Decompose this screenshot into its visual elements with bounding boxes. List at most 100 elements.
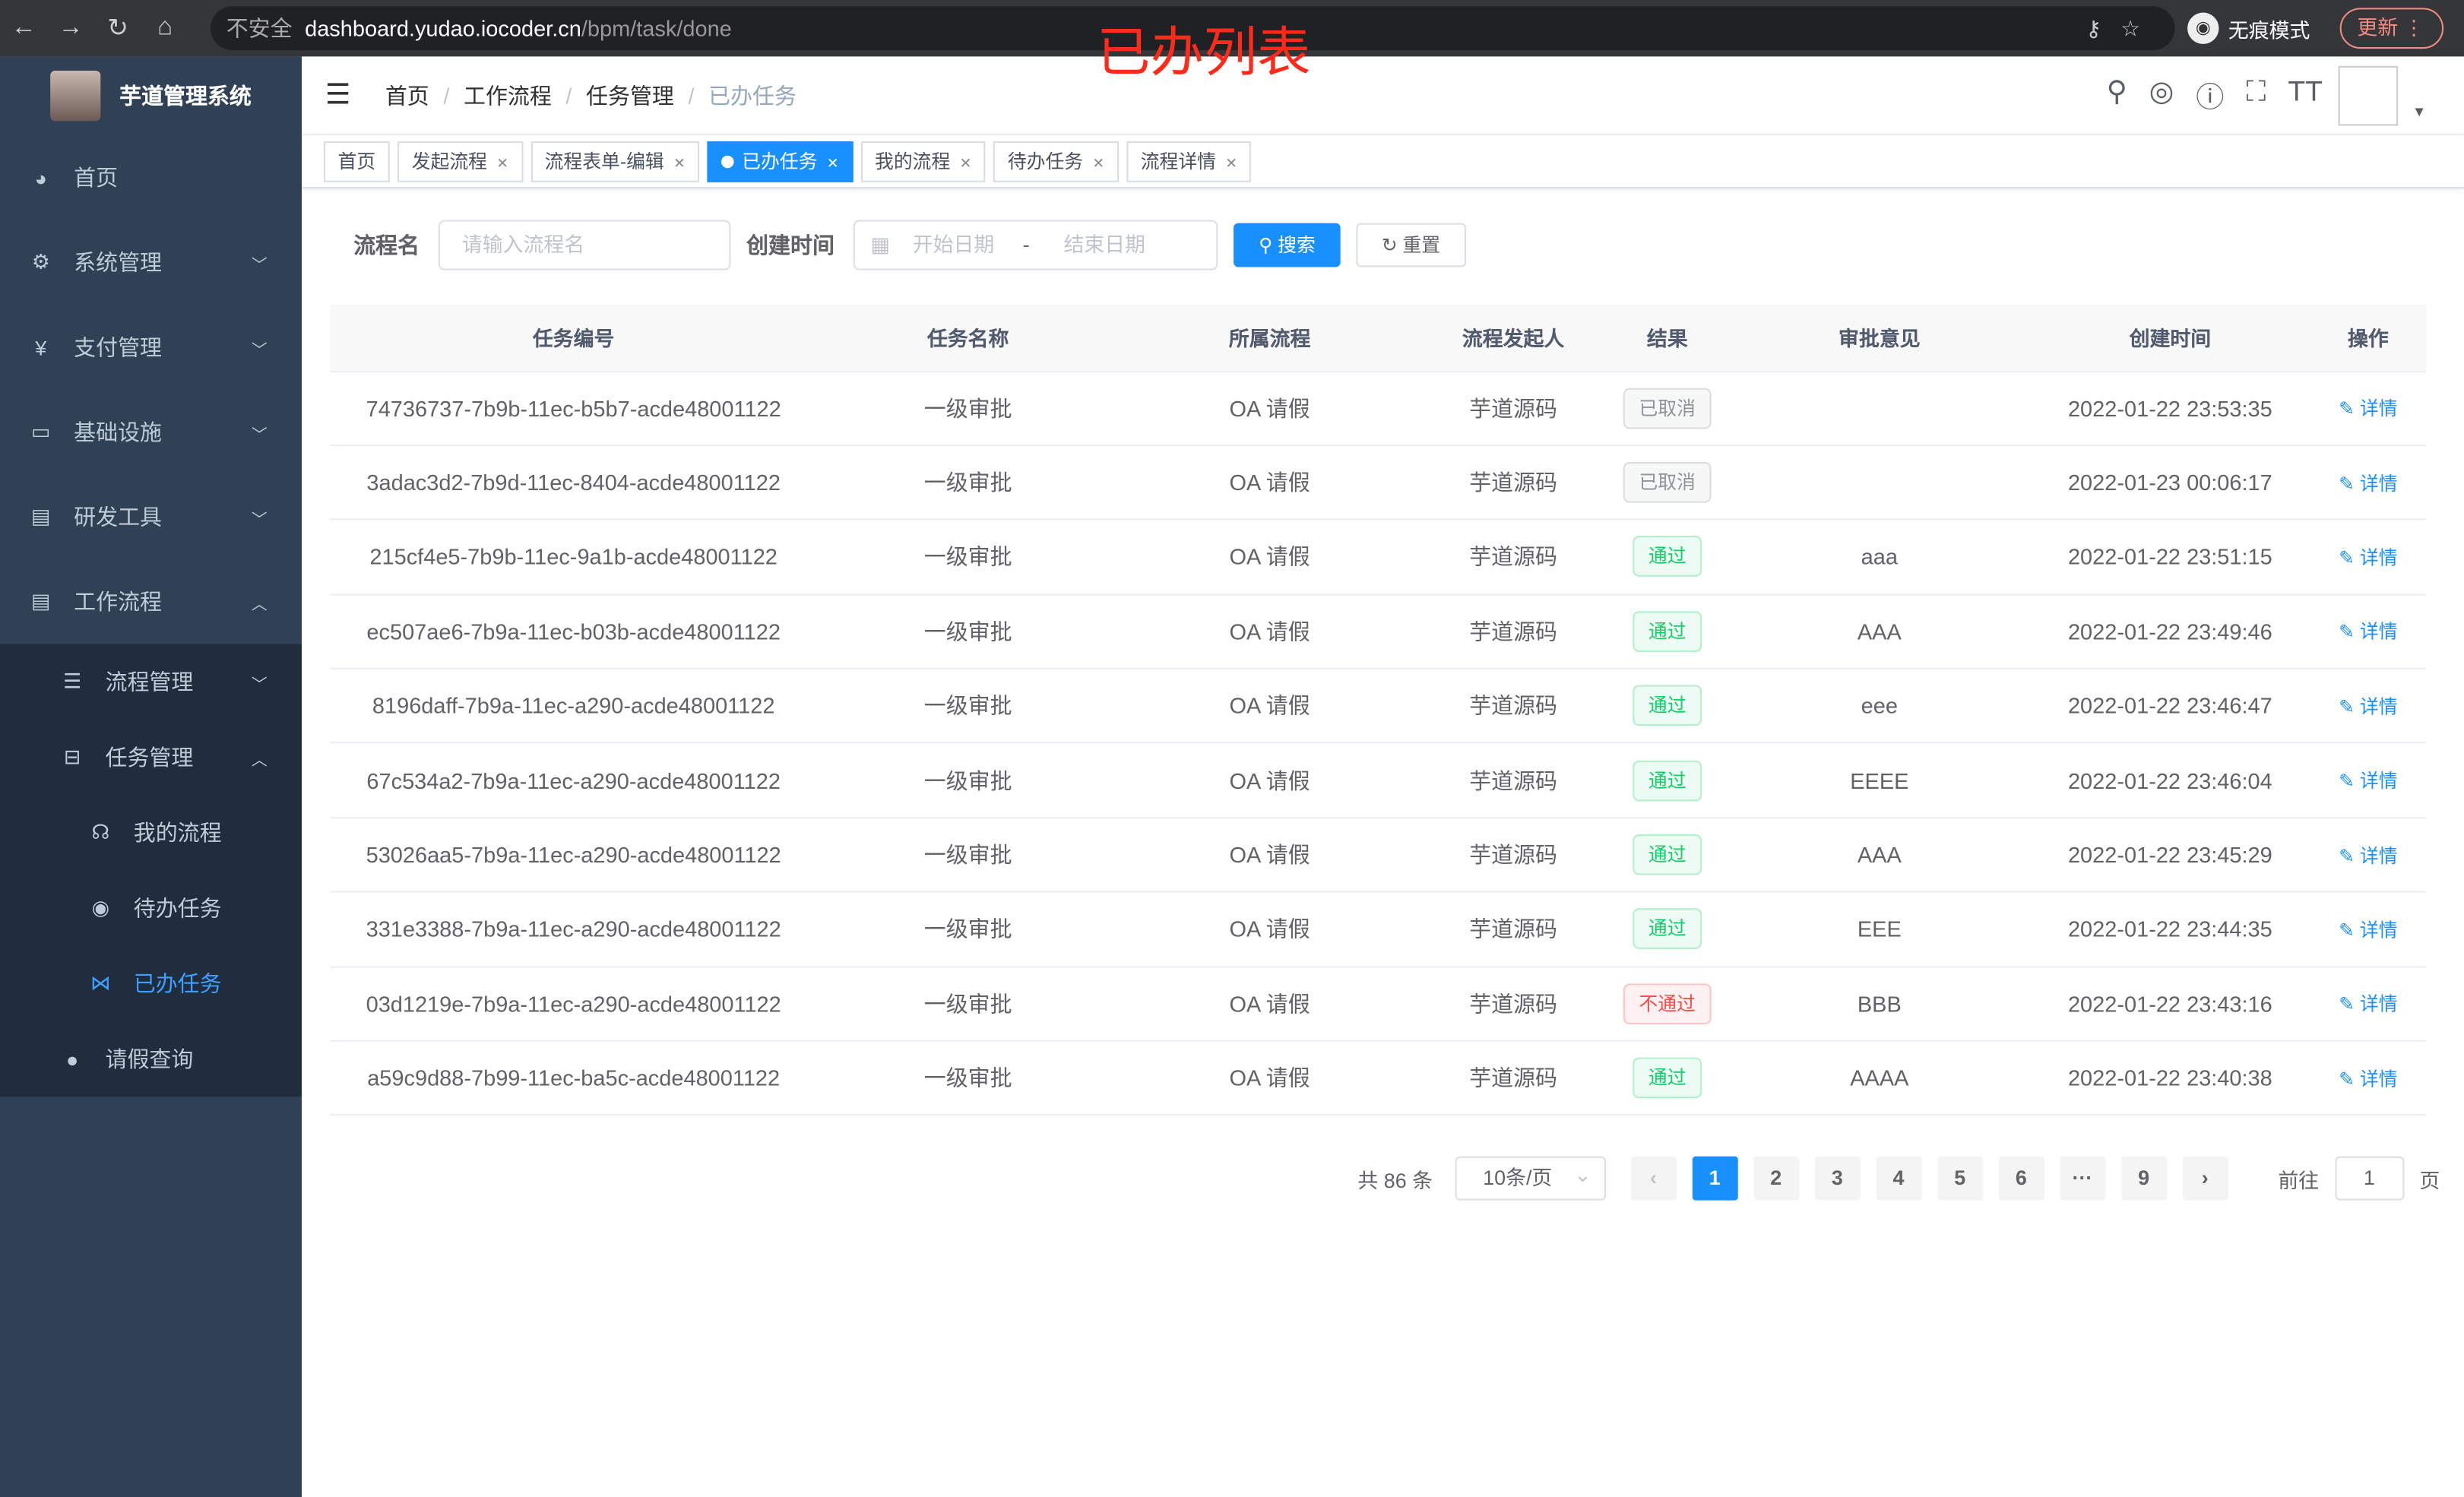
goto-label: 前往	[2278, 1168, 2320, 1192]
tag-home[interactable]: 首页	[323, 141, 390, 182]
breadcrumb-item[interactable]: 首页	[385, 82, 429, 108]
cell: OA 请假	[1119, 1040, 1421, 1116]
sidebar-item-home[interactable]: ◕ 首页	[0, 135, 302, 220]
close-icon[interactable]: ✕	[959, 154, 972, 171]
cell: 03d1219e-7b9a-11ec-a290-acde48001122	[330, 966, 818, 1042]
detail-link[interactable]: ✎ 详情	[2339, 472, 2398, 495]
process-name-input[interactable]: 请输入流程名	[438, 220, 731, 271]
cell: 一级审批	[817, 817, 1120, 893]
star-icon[interactable]: ☆	[2120, 14, 2159, 40]
cell: 2022-01-22 23:53:35	[2030, 370, 2310, 446]
date-range-picker[interactable]: ▦ 开始日期 - 结束日期	[853, 220, 1218, 271]
reload-icon[interactable]: ↻	[107, 15, 128, 43]
cell: EEEE	[1728, 742, 2031, 818]
cell: OA 请假	[1119, 966, 1421, 1042]
cell: 331e3388-7b9a-11ec-a290-acde48001122	[330, 891, 818, 967]
tag[interactable]: 待办任务 ✕	[993, 141, 1119, 182]
detail-link[interactable]: ✎ 详情	[2339, 621, 2398, 644]
detail-link[interactable]: ✎ 详情	[2339, 919, 2398, 942]
result-badge: 通过	[1633, 611, 1702, 652]
help-icon[interactable]: ⓘ	[2196, 81, 2225, 113]
goto-page-input[interactable]: 1	[2334, 1156, 2404, 1201]
github-icon[interactable]: ◎	[2149, 75, 2174, 107]
cell: ✎ 详情	[2310, 742, 2427, 818]
prev-page-button[interactable]: ‹	[1630, 1156, 1677, 1201]
next-page-button[interactable]: ›	[2182, 1156, 2228, 1201]
dashboard-icon: ◕	[34, 166, 47, 190]
update-button[interactable]: 更新 ⋮	[2339, 8, 2444, 49]
tag[interactable]: 我的流程 ✕	[860, 141, 986, 182]
tag[interactable]: 流程详情 ✕	[1126, 141, 1252, 182]
table-row: 67c534a2-7b9a-11ec-a290-acde48001122 一级审批…	[330, 742, 2427, 818]
breadcrumb-item[interactable]: 工作流程	[464, 82, 552, 108]
close-icon[interactable]: ✕	[1092, 154, 1105, 171]
sidebar-item-my-process[interactable]: ☊ 我的流程	[0, 795, 302, 870]
page-button[interactable]: 4	[1876, 1156, 1922, 1201]
sidebar-item-done[interactable]: ⋈ 已办任务	[0, 946, 302, 1021]
edit-icon: ✎	[2339, 919, 2355, 942]
cell: 芋道源码	[1420, 370, 1607, 446]
cell: 一级审批	[817, 370, 1120, 446]
yen-icon: ¥	[35, 335, 47, 359]
detail-link[interactable]: ✎ 详情	[2339, 695, 2398, 718]
cell: ✎ 详情	[2310, 519, 2427, 595]
sidebar-item-tools[interactable]: ▤ 研发工具 ﹀	[0, 474, 302, 559]
breadcrumb-item[interactable]: 任务管理	[586, 82, 674, 108]
search-icon: ⚲	[1259, 234, 1273, 257]
close-icon[interactable]: ✕	[673, 154, 686, 171]
key-icon[interactable]: ⚷	[2086, 14, 2121, 40]
sidebar-item-task-manage[interactable]: ⊟ 任务管理 ︿	[0, 720, 302, 795]
fullscreen-icon[interactable]: ⛶	[2246, 75, 2266, 107]
reset-button[interactable]: ↻ 重置	[1356, 223, 1466, 267]
tag-active[interactable]: 已办任务 ✕	[707, 141, 854, 182]
detail-link[interactable]: ✎ 详情	[2339, 993, 2398, 1016]
page-button[interactable]: 9	[2120, 1156, 2167, 1201]
avatar[interactable]	[2338, 65, 2399, 126]
forward-icon[interactable]: →	[58, 14, 84, 41]
cell: 通过	[1606, 1040, 1729, 1116]
sidebar-item-todo[interactable]: ◉ 待办任务	[0, 870, 302, 945]
font-size-icon[interactable]: ТT	[2288, 75, 2323, 107]
detail-link[interactable]: ✎ 详情	[2339, 770, 2398, 793]
address-bar[interactable]: 不安全 dashboard.yudao.iocoder.cn/bpm/task/…	[211, 6, 2175, 51]
tag[interactable]: 发起流程 ✕	[397, 141, 523, 182]
caret-down-icon[interactable]: ▼	[2412, 103, 2427, 120]
detail-link[interactable]: ✎ 详情	[2339, 844, 2398, 867]
detail-link[interactable]: ✎ 详情	[2339, 1068, 2398, 1090]
search-button[interactable]: ⚲ 搜索	[1234, 223, 1341, 267]
cell: ✎ 详情	[2310, 593, 2427, 669]
detail-link[interactable]: ✎ 详情	[2339, 397, 2398, 420]
incognito-indicator[interactable]: ◉ 无痕模式	[2187, 8, 2310, 49]
search-icon[interactable]: ⚲	[2106, 75, 2127, 107]
close-icon[interactable]: ✕	[1225, 154, 1237, 171]
cell: ✎ 详情	[2310, 817, 2427, 893]
security-warning[interactable]: 不安全	[226, 15, 293, 41]
back-icon[interactable]: ←	[11, 14, 36, 41]
sidebar-item-process-manage[interactable]: ☰ 流程管理 ﹀	[0, 644, 302, 720]
cell: 2022-01-22 23:40:38	[2030, 1040, 2310, 1116]
table-row: 215cf4e5-7b9b-11ec-9a1b-acde48001122 一级审批…	[330, 519, 2427, 595]
home-icon[interactable]: ⌂	[157, 14, 173, 41]
table-row: a59c9d88-7b99-11ec-ba5c-acde48001122 一级审批…	[330, 1040, 2427, 1116]
sidebar-item-system[interactable]: ⚙ 系统管理 ﹀	[0, 220, 302, 305]
page-button[interactable]: 3	[1814, 1156, 1861, 1201]
detail-link[interactable]: ✎ 详情	[2339, 546, 2398, 569]
close-icon[interactable]: ✕	[826, 154, 839, 171]
cell: 芋道源码	[1420, 593, 1607, 669]
sidebar-item-workflow[interactable]: ▤ 工作流程 ︿	[0, 559, 302, 644]
logo[interactable]: 芋道管理系统	[0, 56, 302, 135]
sidebar-item-pay[interactable]: ¥ 支付管理 ﹀	[0, 305, 302, 390]
hamburger-icon[interactable]: ☰	[325, 78, 351, 110]
page-button[interactable]: ···	[2059, 1156, 2105, 1201]
page-size-select[interactable]: 10条/页	[1454, 1155, 1606, 1201]
sidebar-item-infra[interactable]: ▭ 基础设施 ﹀	[0, 390, 302, 475]
sidebar-item-leave[interactable]: ● 请假查询	[0, 1021, 302, 1097]
page-button[interactable]: 6	[1998, 1156, 2044, 1201]
page-button[interactable]: 1	[1692, 1156, 1738, 1201]
close-icon[interactable]: ✕	[496, 154, 509, 171]
cell: 已取消	[1606, 445, 1729, 521]
tag[interactable]: 流程表单-编辑 ✕	[530, 141, 700, 182]
page-button[interactable]: 5	[1937, 1156, 1983, 1201]
table-row: 53026aa5-7b9a-11ec-a290-acde48001122 一级审批…	[330, 817, 2427, 893]
page-button[interactable]: 2	[1753, 1156, 1799, 1201]
